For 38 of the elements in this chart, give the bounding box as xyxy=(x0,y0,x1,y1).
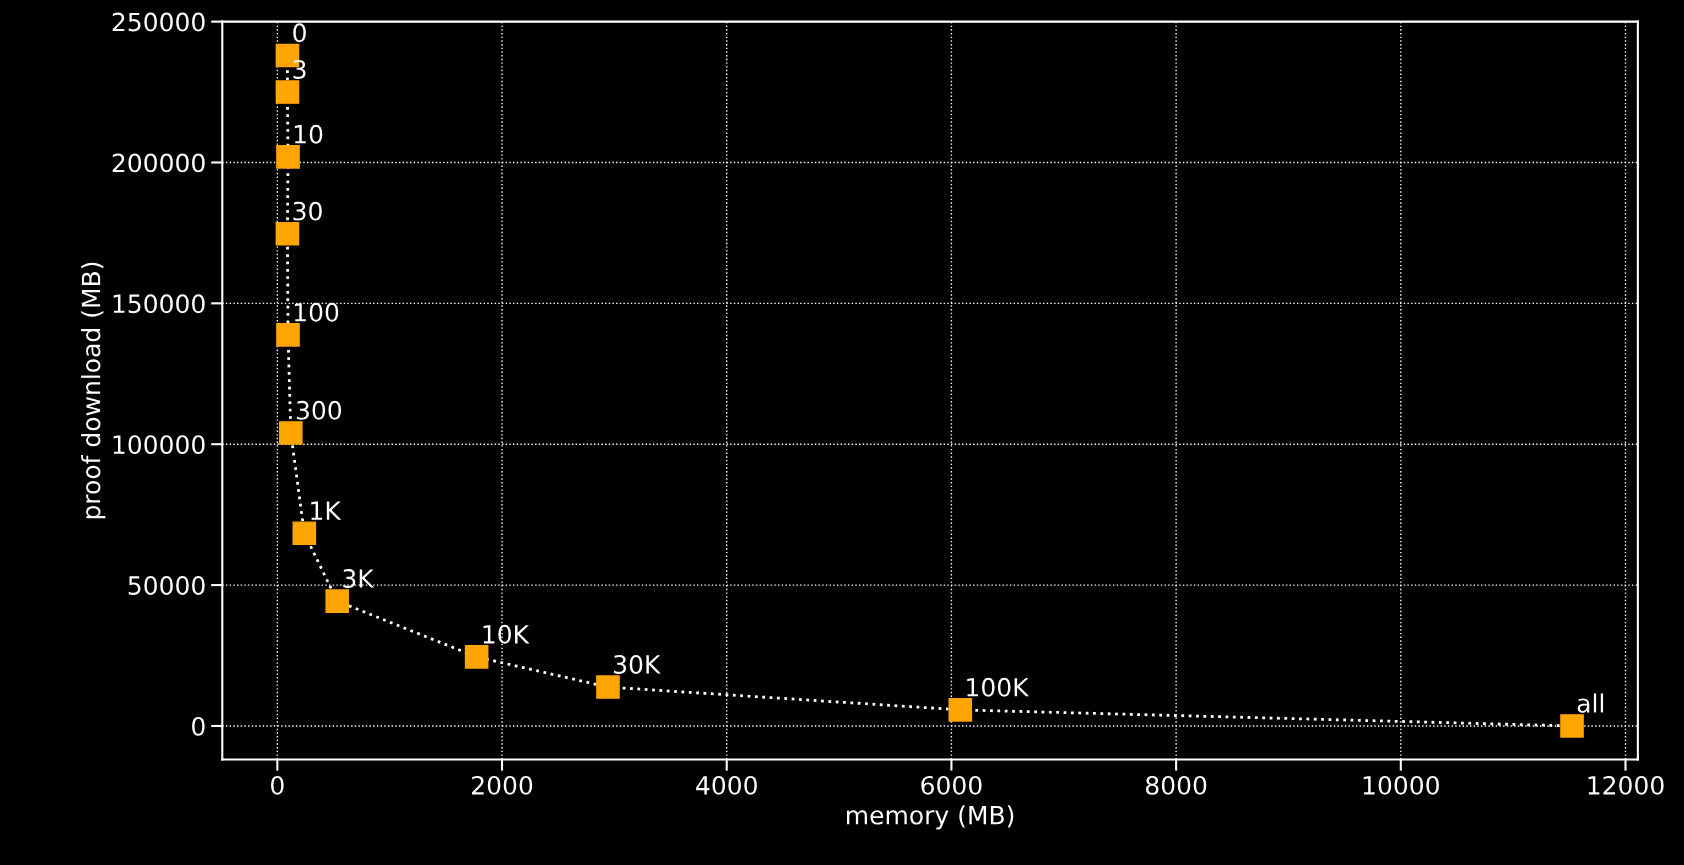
y-tick-label: 250000 xyxy=(112,12,205,32)
annotation: 0 xyxy=(293,23,306,43)
x-tick-label: 10000 xyxy=(1363,775,1439,795)
x-tick-label: 4000 xyxy=(696,775,757,795)
point xyxy=(276,145,300,169)
point xyxy=(948,698,973,722)
point xyxy=(325,589,350,613)
point xyxy=(275,80,300,104)
annotation: 10 xyxy=(294,124,323,144)
y-axis-title: proof download (MB) xyxy=(81,262,106,519)
x-tick-label: 0 xyxy=(271,775,284,795)
point xyxy=(292,521,317,546)
point xyxy=(596,675,620,699)
y-tick-label: 200000 xyxy=(112,153,205,173)
point xyxy=(464,645,489,669)
annotation: 10K xyxy=(483,624,530,644)
annotation: 300 xyxy=(296,400,342,420)
annotation: 3 xyxy=(293,59,306,79)
point xyxy=(276,323,300,347)
point xyxy=(1560,714,1584,738)
y-tick-label: 0 xyxy=(192,716,205,736)
annotation: 30 xyxy=(293,201,322,221)
x-axis-title: memory (MB) xyxy=(847,805,1014,830)
annotation: 3K xyxy=(343,569,375,588)
annotation: 30K xyxy=(614,654,661,674)
y-tick-label: 100000 xyxy=(113,435,205,455)
annotation: 100 xyxy=(294,302,339,322)
point xyxy=(279,421,303,445)
x-tick-label: 2000 xyxy=(472,775,533,795)
x-tick-label: 6000 xyxy=(921,775,982,795)
y-tick-label: 50000 xyxy=(128,576,205,595)
annotation: all xyxy=(1577,693,1604,713)
annotation: 1K xyxy=(311,501,342,520)
y-tick-label: 150000 xyxy=(113,294,205,314)
annotation: 100K xyxy=(967,677,1030,697)
point xyxy=(275,221,300,246)
x-tick-label: 12000 xyxy=(1588,775,1664,795)
x-tick-label: 8000 xyxy=(1146,775,1207,795)
